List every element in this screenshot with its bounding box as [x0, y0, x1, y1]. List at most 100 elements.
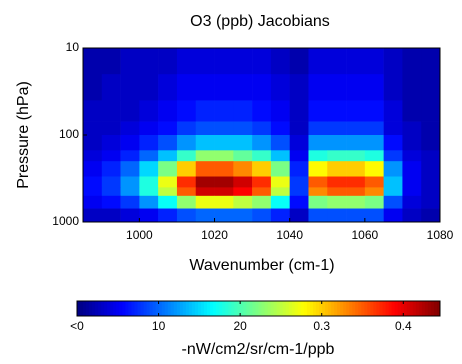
heat-cell [158, 187, 178, 197]
heat-cell [421, 150, 441, 162]
colorbar-swatch [149, 301, 154, 316]
colorbar-swatch [379, 301, 384, 316]
colorbar-swatch [182, 301, 187, 316]
heat-cell [364, 150, 384, 162]
heat-cell [270, 48, 290, 75]
heat-cell [270, 176, 290, 188]
heat-cell [289, 187, 309, 197]
heat-cell [346, 161, 366, 177]
heat-cell [402, 208, 422, 223]
heat-cell [101, 135, 121, 151]
heat-cell [346, 150, 366, 162]
colorbar-swatch [210, 301, 214, 316]
heat-cell [158, 74, 178, 101]
heat-cell [402, 161, 422, 177]
heat-cell [421, 74, 441, 101]
colorbar-swatch [370, 301, 374, 316]
colorbar-swatch [222, 301, 226, 316]
heat-cell [214, 121, 234, 136]
colorbar-swatch [409, 301, 414, 316]
colorbar-swatch [328, 301, 332, 316]
chart-title: O3 (ppb) Jacobians [190, 13, 330, 30]
heat-cell [308, 135, 328, 151]
colorbar-swatch [334, 301, 338, 316]
heat-cell [214, 48, 234, 75]
colorbar-tick-label: 10 [152, 319, 166, 333]
heat-cell [402, 135, 422, 151]
colorbar-swatch [140, 301, 145, 316]
heat-cell [364, 161, 384, 177]
heat-cell [195, 135, 215, 151]
heat-cell [233, 74, 253, 101]
heat-cell [176, 48, 197, 75]
heat-cell [101, 208, 121, 223]
heat-cell [289, 161, 309, 177]
heat-cell [252, 195, 272, 209]
x-axis-label: Wavenumber (cm-1) [189, 257, 334, 274]
colorbar-swatch [352, 301, 356, 316]
colorbar-swatch [243, 301, 247, 316]
colorbar-swatch [125, 301, 129, 316]
colorbar-swatch [170, 301, 175, 316]
colorbar-swatch [179, 301, 184, 316]
heat-cell [383, 121, 403, 136]
colorbar-swatch [98, 301, 102, 316]
colorbar-swatch [436, 301, 441, 316]
heat-cell [364, 100, 384, 122]
x-tick-label: 1040 [276, 228, 303, 242]
heat-cell [101, 48, 121, 75]
heat-cell [233, 195, 253, 209]
colorbar-swatch [394, 301, 399, 316]
colorbar-swatch [430, 301, 435, 316]
colorbar-swatch [276, 301, 281, 316]
heat-cell [83, 161, 103, 177]
heat-cell [252, 135, 272, 151]
heat-cell [158, 150, 178, 162]
heat-cell [327, 187, 347, 197]
heat-cell [176, 135, 197, 151]
colorbar-swatch [194, 301, 199, 316]
colorbar-tick-label: 0.3 [313, 319, 330, 333]
heat-cell [383, 150, 403, 162]
colorbar-swatch [367, 301, 371, 316]
colorbar-swatch [258, 301, 263, 316]
heat-cell [364, 195, 384, 209]
colorbar-swatch [252, 301, 256, 316]
heat-cell [83, 187, 103, 197]
colorbar-swatch [340, 301, 344, 316]
colorbar-swatch [415, 301, 420, 316]
heat-cell [176, 100, 197, 122]
colorbar-swatch [427, 301, 432, 316]
colorbar-swatch [382, 301, 387, 316]
heat-cell [158, 135, 178, 151]
heat-cell [139, 48, 159, 75]
heat-cell [214, 195, 234, 209]
heat-cell [83, 74, 103, 101]
heat-cell [327, 135, 347, 151]
heat-cell [383, 48, 403, 75]
heat-cell [139, 74, 159, 101]
colorbar-swatch [155, 301, 160, 316]
heat-cell [101, 150, 121, 162]
heat-cell [364, 48, 384, 75]
colorbar-swatch [219, 301, 223, 316]
colorbar-swatch [325, 301, 329, 316]
colorbar-swatch [406, 301, 411, 316]
heat-cell [158, 161, 178, 177]
heat-cell [101, 187, 121, 197]
heat-cell [214, 176, 234, 188]
colorbar-swatch [188, 301, 193, 316]
heat-cell [270, 121, 290, 136]
heat-cell [233, 161, 253, 177]
colorbar-swatch [391, 301, 396, 316]
heat-cell [139, 161, 159, 177]
colorbar-swatch [216, 301, 220, 316]
heat-cell [308, 121, 328, 136]
colorbar-swatch [358, 301, 362, 316]
colorbar-swatch [152, 301, 157, 316]
colorbar-swatch [77, 301, 81, 316]
heat-cell [364, 187, 384, 197]
colorbar-swatch [95, 301, 99, 316]
heat-cell [270, 161, 290, 177]
heat-cell [252, 176, 272, 188]
